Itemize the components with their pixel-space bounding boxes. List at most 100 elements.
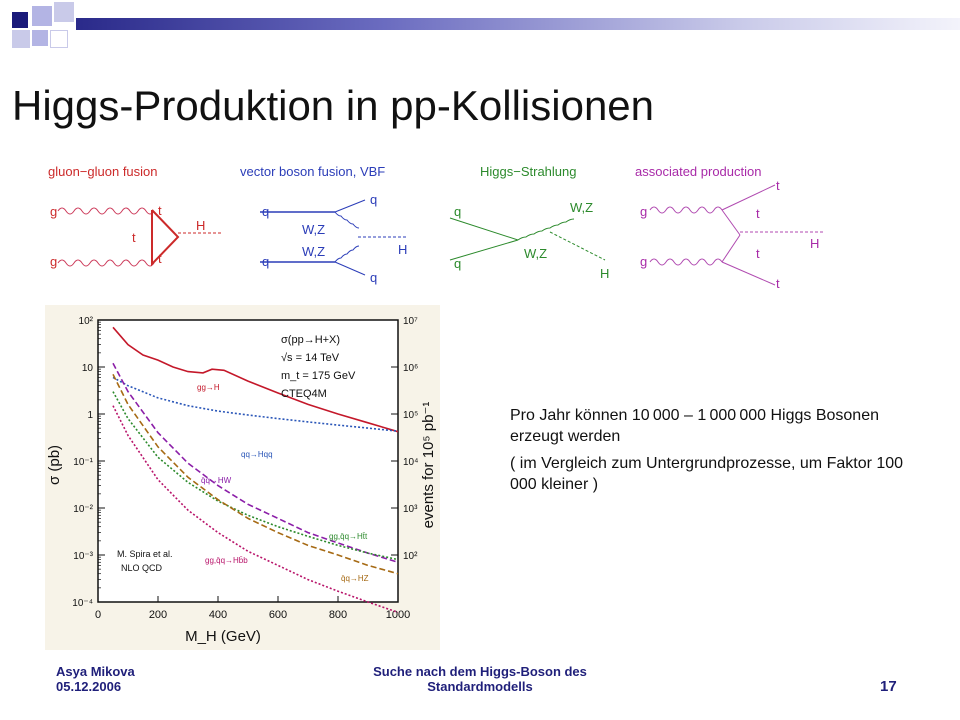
plot-info-pdf: CTEQ4M	[281, 388, 327, 400]
x-tick-label: 200	[149, 609, 167, 621]
gluon-line	[57, 259, 155, 267]
label-q: q	[370, 270, 377, 285]
y-right-tick-label: 10⁵	[403, 410, 418, 421]
curve-layer	[112, 326, 399, 614]
plot-info-process: σ(pp→H+X)	[281, 334, 340, 346]
series-line-3	[112, 391, 399, 561]
header-gradient-bar	[76, 18, 960, 30]
curve-label-hbb: gg,q̄q→Hb̄b	[205, 556, 248, 565]
corner-square	[54, 2, 74, 22]
top-loop	[151, 209, 180, 267]
plot-frame	[97, 319, 399, 603]
feynman-diagrams: gluon−gluon fusion g g t t t H vector bo…	[48, 164, 825, 291]
x-tick-label: 800	[329, 609, 347, 621]
label-q: q	[370, 192, 377, 207]
label-wz: W,Z	[302, 222, 325, 237]
y-tick-label: 10²	[79, 316, 94, 327]
label-t: t	[756, 246, 760, 261]
description-line-1: Pro Jahr können 10 000 – 1 000 000 Higgs…	[510, 407, 879, 445]
series-line-0	[112, 326, 399, 433]
y-right-tick-label: 10⁷	[403, 316, 418, 327]
corner-square	[50, 30, 68, 48]
y-tick-label: 10	[82, 363, 94, 374]
quark-line	[334, 261, 366, 276]
quark-line	[334, 199, 366, 213]
slide-title: Higgs-Produktion in pp-Kollisionen	[12, 82, 655, 129]
curve-label-hz: q̄q→HZ	[341, 574, 369, 583]
label-t: t	[158, 203, 162, 218]
series-line-1	[112, 376, 399, 432]
label-wz: W,Z	[524, 246, 547, 261]
label-h: H	[196, 218, 205, 233]
series-line-4	[112, 405, 399, 614]
x-tick-label: 400	[209, 609, 227, 621]
diagram-header: associated production	[635, 164, 761, 179]
y-right-tick-label: 10²	[403, 551, 418, 562]
plot-credit: M. Spira et al.	[117, 549, 173, 559]
label-h: H	[810, 236, 819, 251]
boson-line	[334, 211, 360, 229]
diagram-header: vector boson fusion, VBF	[240, 164, 385, 179]
label-t: t	[776, 178, 780, 193]
boson-line	[334, 245, 360, 263]
footer-title-line1: Suche nach dem Higgs-Boson des	[373, 664, 587, 679]
higgs-line	[549, 231, 606, 261]
curve-label-hqq: qq→Hqq	[241, 450, 273, 459]
top-line	[721, 234, 741, 263]
series-line-5	[112, 373, 399, 575]
label-g: g	[640, 254, 647, 269]
series-line-2	[112, 362, 399, 564]
footer-author-block: Asya Mikova 05.12.2006	[56, 664, 135, 694]
plot-info-mtop: m_t = 175 GeV	[281, 370, 356, 382]
gluon-line	[649, 206, 723, 214]
corner-square	[32, 30, 48, 46]
diagram-higgs-strahlung: Higgs−Strahlung q q W,Z W,Z H	[449, 164, 609, 281]
x-tick-label: 1000	[386, 609, 410, 621]
x-tick-label: 0	[95, 609, 101, 621]
label-g: g	[640, 204, 647, 219]
plot-info-energy: √s = 14 TeV	[281, 352, 340, 364]
y-tick-label: 10⁻⁴	[72, 598, 93, 609]
label-wz: W,Z	[570, 200, 593, 215]
x-tick-label: 600	[269, 609, 287, 621]
x-axis-label: M_H (GeV)	[185, 628, 261, 645]
corner-square	[12, 12, 28, 28]
footer-date: 05.12.2006	[56, 679, 122, 694]
y-axis-label: σ (pb)	[46, 445, 63, 485]
quark-line	[449, 239, 519, 261]
boson-line	[517, 218, 575, 241]
y-right-tick-label: 10³	[403, 504, 418, 515]
top-line	[721, 184, 776, 211]
label-q: q	[454, 256, 461, 271]
gluon-line	[649, 258, 723, 266]
footer-author: Asya Mikova	[56, 664, 135, 679]
tick-layer: 0 200 400 600 800 1000 10⁻⁴ 10⁻³ 10⁻² 10⁻¹ 1 10 10² 1…	[72, 316, 418, 621]
y-tick-label: 10⁻¹	[73, 457, 93, 468]
y-tick-label: 10⁻²	[73, 504, 93, 515]
diagram-gluon-fusion: gluon−gluon fusion g g t t t H	[48, 164, 222, 269]
y-axis-label-right: events for 10⁵ pb⁻¹	[420, 402, 437, 529]
corner-square	[32, 6, 52, 26]
label-h: H	[398, 242, 407, 257]
curve-label-ggh: gg→H	[197, 383, 220, 392]
quark-line	[449, 217, 519, 241]
top-line	[721, 261, 776, 286]
label-q: q	[454, 204, 461, 219]
label-g: g	[50, 204, 57, 219]
diagram-header: gluon−gluon fusion	[48, 164, 158, 179]
label-t: t	[132, 230, 136, 245]
plot-credit-order: NLO QCD	[121, 563, 163, 573]
y-right-tick-label: 10⁶	[403, 363, 418, 374]
y-tick-label: 10⁻³	[73, 551, 93, 562]
footer-title-line2: Standardmodells	[427, 679, 533, 694]
cross-section-plot: 0 200 400 600 800 1000 10⁻⁴ 10⁻³ 10⁻² 10⁻¹ 1 10 10² 1…	[45, 305, 440, 650]
curve-label-hw: q̄q→HW	[201, 476, 232, 485]
diagram-associated-production: associated production g g t t t t H	[635, 164, 825, 291]
label-q: q	[262, 254, 269, 269]
label-t: t	[756, 206, 760, 221]
label-h: H	[600, 266, 609, 281]
diagram-vbf: vector boson fusion, VBF q q W,Z W,Z q q…	[240, 164, 408, 285]
corner-square	[12, 30, 30, 48]
footer-center-block: Suche nach dem Higgs-Boson des Standardm…	[330, 664, 630, 694]
label-q: q	[262, 204, 269, 219]
